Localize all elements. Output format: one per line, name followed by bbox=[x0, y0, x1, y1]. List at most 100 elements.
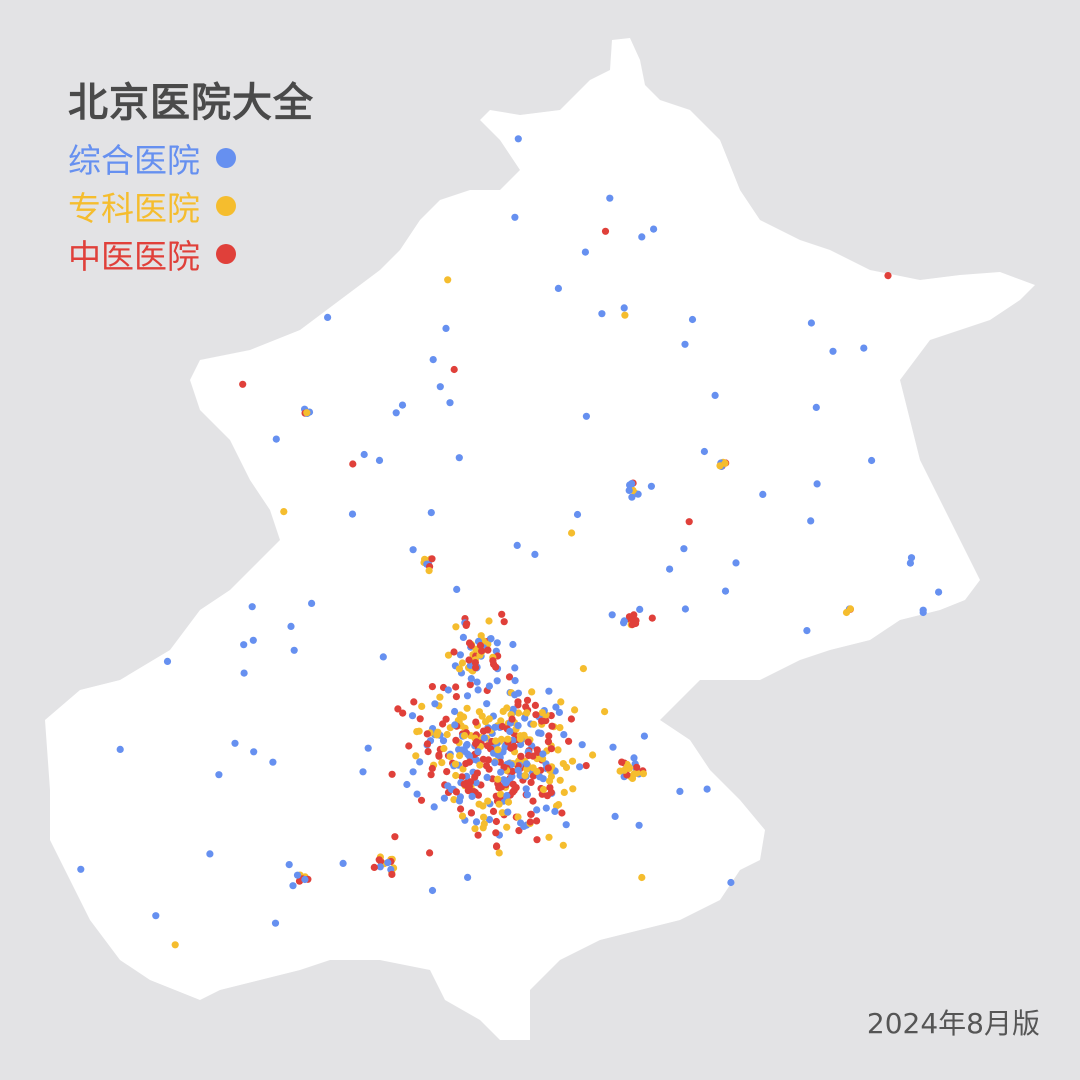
hospital-dot bbox=[463, 740, 471, 749]
hospital-dot bbox=[524, 738, 532, 746]
hospital-dot bbox=[474, 831, 482, 839]
hospital-dot bbox=[384, 859, 392, 867]
hospital-dot bbox=[609, 743, 617, 751]
hospital-dot bbox=[472, 664, 480, 672]
hospital-dot bbox=[576, 763, 584, 771]
hospital-dot bbox=[516, 735, 525, 743]
hospital-dot bbox=[485, 765, 493, 773]
hospital-dot bbox=[456, 752, 464, 760]
hospital-dot bbox=[546, 777, 554, 785]
hospital-dot bbox=[514, 698, 522, 706]
hospital-dot bbox=[471, 659, 479, 667]
hospital-dot bbox=[527, 810, 535, 818]
hospital-dot bbox=[301, 875, 309, 884]
hospital-dot bbox=[379, 653, 387, 661]
hospital-dot bbox=[727, 878, 735, 887]
hospital-dot bbox=[533, 746, 541, 754]
hospital-dot bbox=[455, 665, 463, 673]
hospital-dot bbox=[530, 720, 538, 728]
hospital-dot bbox=[410, 698, 418, 706]
hospital-dot bbox=[426, 849, 434, 857]
hospital-dot bbox=[531, 550, 539, 559]
hospital-dot bbox=[544, 764, 552, 772]
hospital-dot bbox=[536, 773, 544, 781]
hospital-dot bbox=[517, 819, 525, 827]
hospital-dot bbox=[533, 817, 541, 825]
hospital-dot bbox=[480, 734, 488, 742]
hospital-dot bbox=[423, 730, 431, 738]
hospital-dot bbox=[240, 641, 248, 649]
hospital-dot bbox=[533, 767, 541, 776]
hospital-dot bbox=[418, 702, 426, 711]
hospital-dot bbox=[511, 664, 519, 672]
hospital-dot bbox=[442, 324, 450, 332]
hospital-dot bbox=[492, 817, 500, 826]
legend-label: 中医医院 bbox=[68, 237, 200, 276]
hospital-dot bbox=[459, 633, 467, 642]
hospital-dot bbox=[405, 742, 413, 750]
hospital-dot bbox=[465, 758, 473, 766]
hospital-dot bbox=[248, 603, 256, 611]
hospital-dot bbox=[375, 856, 383, 864]
hospital-dot bbox=[206, 850, 214, 858]
hospital-dot bbox=[868, 456, 876, 465]
hospital-dot bbox=[601, 708, 609, 716]
hospital-dot bbox=[579, 665, 588, 673]
hospital-dot bbox=[436, 383, 444, 391]
hospital-dot bbox=[440, 794, 448, 802]
hospital-dot bbox=[598, 310, 606, 318]
hospital-dot bbox=[495, 849, 503, 857]
hospital-dot bbox=[638, 233, 646, 241]
legend-item-tcm: 中医医院 bbox=[68, 230, 236, 278]
legend-item-specialty: 专科医院 bbox=[68, 182, 236, 230]
hospital-dot bbox=[492, 829, 500, 837]
hospital-dot bbox=[408, 712, 417, 720]
hospital-dot bbox=[444, 686, 452, 694]
hospital-dot bbox=[611, 812, 619, 821]
hospital-dot bbox=[573, 510, 582, 519]
hospital-dot bbox=[458, 812, 467, 820]
hospital-dot bbox=[451, 721, 459, 729]
hospital-dot bbox=[527, 778, 535, 787]
hospital-dot bbox=[215, 771, 223, 779]
hospital-dot bbox=[621, 311, 629, 319]
hospital-dot bbox=[578, 741, 586, 749]
hospital-dot bbox=[558, 809, 566, 817]
hospital-dot bbox=[472, 818, 481, 826]
hospital-dot bbox=[681, 605, 690, 613]
hospital-dot bbox=[289, 882, 297, 890]
hospital-dot bbox=[250, 748, 258, 756]
hospital-dot bbox=[648, 614, 656, 622]
hospital-dot bbox=[436, 693, 444, 701]
hospital-dot bbox=[636, 605, 644, 614]
hospital-dot bbox=[493, 842, 501, 850]
hospital-dot bbox=[472, 779, 480, 787]
hospital-dot bbox=[240, 669, 248, 677]
legend-dot-icon bbox=[216, 244, 236, 264]
hospital-dot bbox=[630, 754, 638, 762]
hospital-dot bbox=[450, 365, 458, 374]
hospital-dot bbox=[269, 758, 277, 766]
hospital-dot bbox=[308, 599, 316, 608]
hospital-dot bbox=[544, 738, 553, 746]
hospital-dot bbox=[339, 859, 347, 868]
map-title: 北京医院大全 bbox=[68, 80, 314, 126]
hospital-dot bbox=[935, 588, 943, 596]
hospital-dot bbox=[552, 703, 560, 711]
hospital-dot bbox=[526, 818, 534, 826]
hospital-dot bbox=[630, 770, 638, 778]
hospital-dot bbox=[435, 751, 443, 759]
hospital-dot bbox=[529, 797, 537, 805]
hospital-dot bbox=[428, 683, 436, 691]
hospital-dot bbox=[548, 722, 556, 730]
hospital-dot bbox=[510, 742, 518, 751]
hospital-dot bbox=[484, 797, 492, 805]
hospital-dot bbox=[505, 673, 514, 681]
hospital-dot bbox=[360, 450, 368, 459]
hospital-dot bbox=[171, 941, 179, 949]
hospital-dot bbox=[452, 736, 460, 744]
hospital-dot bbox=[474, 686, 482, 694]
hospital-dot bbox=[459, 765, 467, 773]
hospital-dot bbox=[287, 622, 295, 631]
